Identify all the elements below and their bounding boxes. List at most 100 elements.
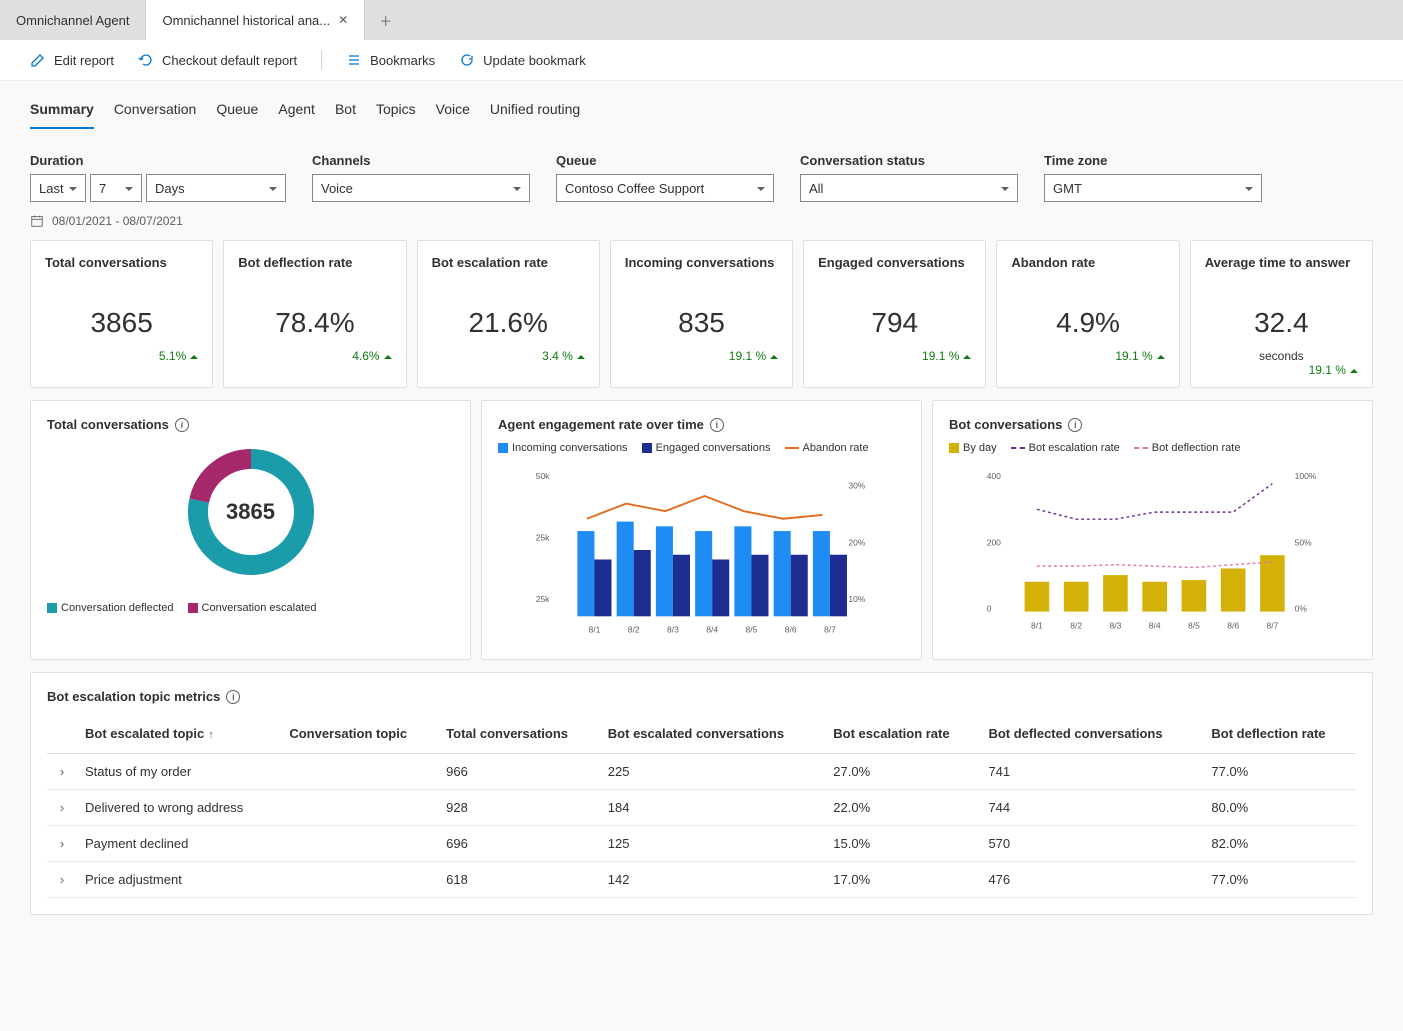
legend-item: Bot deflection rate bbox=[1134, 442, 1241, 454]
edit-report-label: Edit report bbox=[54, 53, 114, 68]
table-cell bbox=[281, 826, 438, 862]
svg-text:8/1: 8/1 bbox=[589, 624, 601, 634]
table-cell: Status of my order bbox=[77, 754, 281, 790]
kpi-card: Total conversations 3865 5.1% bbox=[30, 240, 213, 388]
bookmarks-label: Bookmarks bbox=[370, 53, 435, 68]
table-cell: 741 bbox=[980, 754, 1203, 790]
legend-item: Conversation escalated bbox=[188, 602, 317, 614]
table-header[interactable]: Bot escalated conversations bbox=[600, 714, 825, 754]
date-range: 08/01/2021 - 08/07/2021 bbox=[0, 210, 1403, 240]
nav-agent[interactable]: Agent bbox=[278, 95, 315, 129]
trend-up-icon bbox=[577, 351, 585, 359]
svg-text:25k: 25k bbox=[536, 533, 550, 543]
trend-up-icon bbox=[963, 351, 971, 359]
kpi-value: 794 bbox=[818, 307, 971, 339]
nav-unified-routing[interactable]: Unified routing bbox=[490, 95, 580, 129]
edit-report-button[interactable]: Edit report bbox=[30, 52, 114, 68]
calendar-icon bbox=[30, 214, 44, 228]
table-header[interactable]: Bot escalation rate bbox=[825, 714, 980, 754]
duration-qty-select[interactable]: 7 bbox=[90, 174, 142, 202]
filter-tz: Time zone GMT bbox=[1044, 153, 1262, 202]
svg-text:30%: 30% bbox=[848, 480, 865, 490]
filter-label: Conversation status bbox=[800, 153, 1018, 168]
info-icon[interactable]: i bbox=[710, 418, 724, 432]
table-cell: Price adjustment bbox=[77, 862, 281, 898]
nav-voice[interactable]: Voice bbox=[436, 95, 470, 129]
filter-label: Time zone bbox=[1044, 153, 1262, 168]
expand-row-button[interactable]: › bbox=[47, 790, 77, 826]
kpi-label: Bot deflection rate bbox=[238, 255, 391, 291]
info-icon[interactable]: i bbox=[1068, 418, 1082, 432]
svg-text:25k: 25k bbox=[536, 594, 550, 604]
svg-text:8/4: 8/4 bbox=[1149, 621, 1161, 631]
kpi-delta: 19.1 % bbox=[1205, 363, 1358, 377]
kpi-label: Total conversations bbox=[45, 255, 198, 291]
table-header[interactable]: Bot escalated topic↑ bbox=[77, 714, 281, 754]
tab-label: Omnichannel historical ana... bbox=[162, 13, 330, 28]
expand-row-button[interactable]: › bbox=[47, 754, 77, 790]
chart-title: Agent engagement rate over time i bbox=[498, 417, 905, 432]
svg-text:8/7: 8/7 bbox=[1266, 621, 1278, 631]
kpi-value: 835 bbox=[625, 307, 778, 339]
trend-up-icon bbox=[770, 351, 778, 359]
nav-summary[interactable]: Summary bbox=[30, 95, 94, 129]
table-cell: 476 bbox=[980, 862, 1203, 898]
kpi-card: Abandon rate 4.9% 19.1 % bbox=[996, 240, 1179, 388]
table-row: ›Delivered to wrong address92818422.0%74… bbox=[47, 790, 1356, 826]
svg-text:8/4: 8/4 bbox=[706, 624, 718, 634]
expand-row-button[interactable]: › bbox=[47, 862, 77, 898]
filter-channels: Channels Voice bbox=[312, 153, 530, 202]
info-icon[interactable]: i bbox=[226, 690, 240, 704]
kpi-card: Engaged conversations 794 19.1 % bbox=[803, 240, 986, 388]
nav-conversation[interactable]: Conversation bbox=[114, 95, 197, 129]
table-header[interactable]: Total conversations bbox=[438, 714, 600, 754]
svg-text:50%: 50% bbox=[1295, 537, 1312, 547]
svg-text:8/5: 8/5 bbox=[1188, 621, 1200, 631]
table-cell: 77.0% bbox=[1203, 862, 1356, 898]
legend-item: Abandon rate bbox=[785, 442, 869, 454]
table-cell: 966 bbox=[438, 754, 600, 790]
bookmarks-button[interactable]: Bookmarks bbox=[346, 52, 435, 68]
duration-scope-select[interactable]: Last bbox=[30, 174, 86, 202]
update-bookmark-button[interactable]: Update bookmark bbox=[459, 52, 586, 68]
status-select[interactable]: All bbox=[800, 174, 1018, 202]
legend-item: Conversation deflected bbox=[47, 602, 174, 614]
bookmark-list-icon bbox=[346, 52, 362, 68]
pencil-icon bbox=[30, 52, 46, 68]
kpi-delta: 5.1% bbox=[45, 349, 198, 363]
table-cell bbox=[281, 754, 438, 790]
table-header[interactable]: Bot deflection rate bbox=[1203, 714, 1356, 754]
kpi-delta: 3.4 % bbox=[432, 349, 585, 363]
trend-up-icon bbox=[1157, 351, 1165, 359]
separator bbox=[321, 50, 322, 70]
tab-omnichannel-agent[interactable]: Omnichannel Agent bbox=[0, 0, 146, 40]
nav-queue[interactable]: Queue bbox=[216, 95, 258, 129]
refresh-icon bbox=[459, 52, 475, 68]
trend-up-icon bbox=[190, 351, 198, 359]
table-header[interactable]: Conversation topic bbox=[281, 714, 438, 754]
queue-select[interactable]: Contoso Coffee Support bbox=[556, 174, 774, 202]
kpi-label: Incoming conversations bbox=[625, 255, 778, 291]
checkout-report-button[interactable]: Checkout default report bbox=[138, 52, 297, 68]
close-icon[interactable]: ✕ bbox=[338, 13, 348, 27]
nav-bot[interactable]: Bot bbox=[335, 95, 356, 129]
date-range-text: 08/01/2021 - 08/07/2021 bbox=[52, 214, 183, 228]
table-cell: 225 bbox=[600, 754, 825, 790]
table-header[interactable]: Bot deflected conversations bbox=[980, 714, 1203, 754]
duration-unit-select[interactable]: Days bbox=[146, 174, 286, 202]
tab-historical-analytics[interactable]: Omnichannel historical ana... ✕ bbox=[146, 0, 365, 40]
tz-select[interactable]: GMT bbox=[1044, 174, 1262, 202]
legend-item: Incoming conversations bbox=[498, 442, 628, 454]
kpi-delta: 19.1 % bbox=[1011, 349, 1164, 363]
expand-row-button[interactable]: › bbox=[47, 826, 77, 862]
filter-queue: Queue Contoso Coffee Support bbox=[556, 153, 774, 202]
kpi-card: Incoming conversations 835 19.1 % bbox=[610, 240, 793, 388]
svg-text:400: 400 bbox=[987, 471, 1001, 481]
svg-text:10%: 10% bbox=[848, 594, 865, 604]
info-icon[interactable]: i bbox=[175, 418, 189, 432]
new-tab-button[interactable]: ＋ bbox=[365, 0, 406, 40]
nav-topics[interactable]: Topics bbox=[376, 95, 416, 129]
channels-select[interactable]: Voice bbox=[312, 174, 530, 202]
svg-text:200: 200 bbox=[987, 537, 1001, 547]
kpi-delta: 19.1 % bbox=[625, 349, 778, 363]
